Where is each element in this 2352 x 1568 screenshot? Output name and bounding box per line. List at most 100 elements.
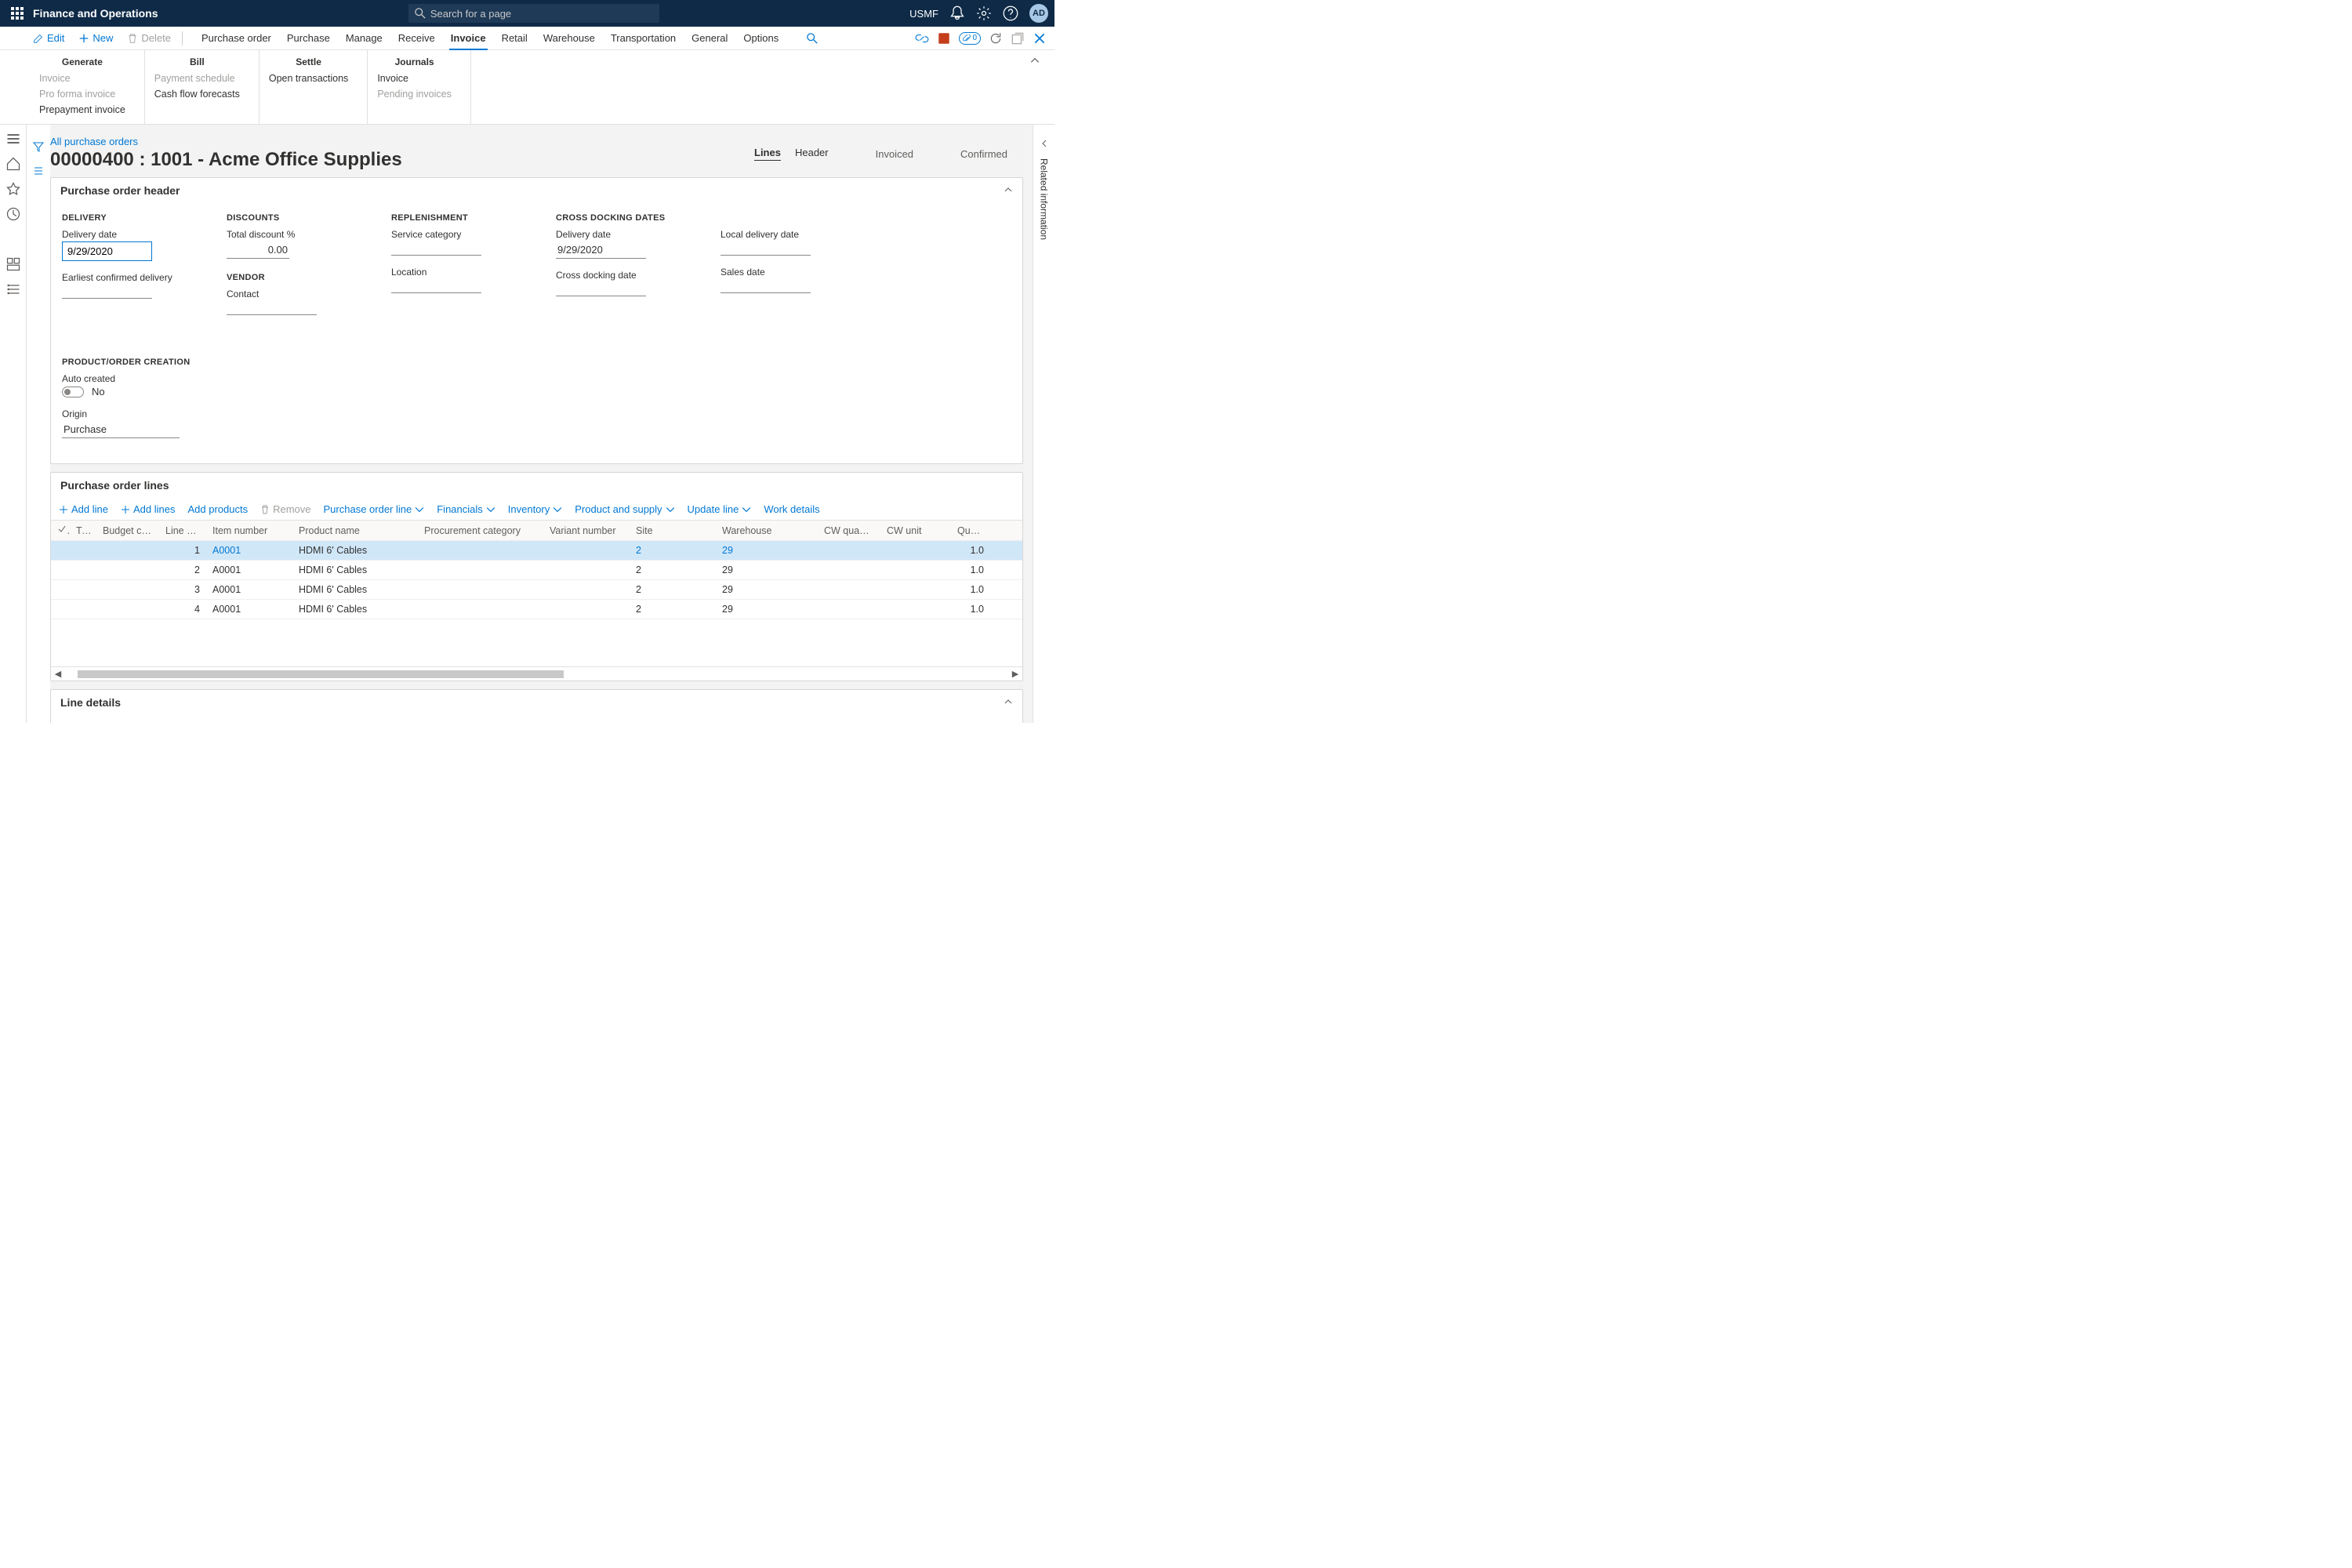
detail-tab-fixed-assets[interactable]: Fixed assets xyxy=(786,720,843,723)
ribbon-item-open-transactions[interactable]: Open transactions xyxy=(269,71,348,86)
breadcrumb-link[interactable]: All purchase orders xyxy=(50,136,1023,147)
auto-created-toggle[interactable] xyxy=(62,387,84,397)
detail-tab-general[interactable]: General xyxy=(62,720,98,723)
po-line-menu[interactable]: Purchase order line xyxy=(324,503,425,515)
filter-icon[interactable] xyxy=(32,140,45,155)
po-lines-toggle[interactable]: Purchase order lines xyxy=(51,473,1022,499)
detail-tab-1099[interactable]: 1099 xyxy=(863,720,886,723)
detail-tab-financial-dimensions[interactable]: Financial dimensions xyxy=(906,720,1001,723)
notifications-icon[interactable] xyxy=(949,5,965,21)
update-line-menu[interactable]: Update line xyxy=(688,503,752,515)
origin-value[interactable]: Purchase xyxy=(62,421,180,438)
detail-tab-variants[interactable]: Variants xyxy=(648,720,684,723)
contact-value[interactable] xyxy=(227,301,317,315)
detail-tab-price-and-discount[interactable]: Price and discount xyxy=(390,720,474,723)
detail-tab-product-packages[interactable]: Product packages xyxy=(546,720,627,723)
service-category-value[interactable] xyxy=(391,241,481,256)
earliest-confirmed-value[interactable] xyxy=(62,285,152,299)
delivery-date-input[interactable] xyxy=(62,241,152,261)
detail-tab-picking[interactable]: Picking xyxy=(336,720,369,723)
action-tab-warehouse[interactable]: Warehouse xyxy=(535,27,603,49)
new-button[interactable]: New xyxy=(75,31,116,45)
hamburger-icon[interactable] xyxy=(5,131,21,147)
action-tab-purchase[interactable]: Purchase xyxy=(279,27,338,49)
sales-date-value[interactable] xyxy=(720,279,811,293)
col-line-number[interactable]: Line number xyxy=(159,521,206,540)
work-details-button[interactable]: Work details xyxy=(764,503,819,515)
col-site[interactable]: Site xyxy=(630,521,716,540)
company-code[interactable]: USMF xyxy=(909,8,938,20)
cd-date-value[interactable] xyxy=(556,282,646,296)
col-cw-qty[interactable]: CW quantity xyxy=(818,521,880,540)
detail-tab-product[interactable]: Product xyxy=(223,720,259,723)
modules-icon[interactable] xyxy=(5,281,21,297)
col-variant[interactable]: Variant number xyxy=(543,521,630,540)
edit-button[interactable]: Edit xyxy=(30,31,67,45)
col-product-name[interactable]: Product name xyxy=(292,521,418,540)
action-tab-options[interactable]: Options xyxy=(735,27,786,49)
grid-row[interactable]: 1A0001HDMI 6' Cables2291.0 xyxy=(51,541,1022,561)
view-tab-lines[interactable]: Lines xyxy=(754,147,781,161)
total-discount-value[interactable]: 0.00 xyxy=(227,241,289,259)
ribbon-collapse-icon[interactable] xyxy=(1026,53,1044,67)
home-icon[interactable] xyxy=(5,156,21,172)
financials-menu[interactable]: Financials xyxy=(437,503,495,515)
help-icon[interactable] xyxy=(1003,5,1018,21)
col-item-number[interactable]: Item number xyxy=(206,521,292,540)
global-search[interactable]: Search for a page xyxy=(408,4,659,23)
action-tab-manage[interactable]: Manage xyxy=(338,27,390,49)
ribbon-item-prepayment-invoice[interactable]: Prepayment invoice xyxy=(39,102,125,118)
grid-row[interactable]: 2A0001HDMI 6' Cables2291.0 xyxy=(51,561,1022,580)
local-delivery-value[interactable] xyxy=(720,241,811,256)
col-warehouse[interactable]: Warehouse xyxy=(716,521,818,540)
grid-row[interactable]: 4A0001HDMI 6' Cables2291.0 xyxy=(51,600,1022,619)
user-avatar[interactable]: AD xyxy=(1029,4,1048,23)
close-icon[interactable] xyxy=(1033,31,1047,45)
po-header-toggle[interactable]: Purchase order header xyxy=(51,178,1022,204)
action-tab-general[interactable]: General xyxy=(684,27,735,49)
view-tab-header[interactable]: Header xyxy=(795,147,829,161)
add-line-button[interactable]: Add line xyxy=(59,503,108,515)
action-tab-receive[interactable]: Receive xyxy=(390,27,443,49)
horizontal-scrollbar[interactable]: ◀ ▶ xyxy=(51,666,1022,681)
grid-row[interactable]: 3A0001HDMI 6' Cables2291.0 xyxy=(51,580,1022,600)
popout-icon[interactable] xyxy=(1011,31,1025,45)
inventory-menu[interactable]: Inventory xyxy=(508,503,562,515)
expand-right-icon[interactable] xyxy=(1040,139,1049,151)
detail-tab-foreign-trade[interactable]: Foreign trade xyxy=(705,720,765,723)
detail-tab-project[interactable]: Project xyxy=(494,720,525,723)
detail-tab-setup[interactable]: Setup xyxy=(118,720,145,723)
related-info-label[interactable]: Related information xyxy=(1039,158,1050,240)
settings-icon[interactable] xyxy=(976,5,992,21)
detail-tab-address[interactable]: Address xyxy=(165,720,203,723)
col-proc-category[interactable]: Procurement category xyxy=(418,521,543,540)
add-lines-button[interactable]: Add lines xyxy=(121,503,175,515)
refresh-icon[interactable] xyxy=(989,31,1003,45)
action-tab-invoice[interactable]: Invoice xyxy=(443,27,494,49)
workspace-icon[interactable] xyxy=(5,256,21,272)
link-icon[interactable] xyxy=(915,31,929,45)
product-supply-menu[interactable]: Product and supply xyxy=(575,503,674,515)
ribbon-item-cash-flow-forecasts[interactable]: Cash flow forecasts xyxy=(154,86,240,102)
recent-icon[interactable] xyxy=(5,206,21,222)
office-icon[interactable] xyxy=(937,31,951,45)
location-value[interactable] xyxy=(391,279,481,293)
action-tab-retail[interactable]: Retail xyxy=(494,27,535,49)
cd-delivery-date-value[interactable]: 9/29/2020 xyxy=(556,241,646,259)
list-view-icon[interactable] xyxy=(32,165,45,180)
action-tab-transportation[interactable]: Transportation xyxy=(603,27,684,49)
favorites-icon[interactable] xyxy=(5,181,21,197)
col-cw-unit[interactable]: CW unit xyxy=(880,521,951,540)
col-select[interactable] xyxy=(51,521,70,540)
col-typ[interactable]: Typ xyxy=(70,521,96,540)
col-budget[interactable]: Budget chec... xyxy=(96,521,159,540)
secondary-search-icon[interactable] xyxy=(804,31,821,45)
col-quantity[interactable]: Quanti xyxy=(951,521,990,540)
detail-tab-delivery[interactable]: Delivery xyxy=(279,720,316,723)
add-products-button[interactable]: Add products xyxy=(187,503,248,515)
ribbon-item-invoice[interactable]: Invoice xyxy=(377,71,452,86)
app-launcher-icon[interactable] xyxy=(6,2,28,24)
line-details-toggle[interactable]: Line details xyxy=(51,690,1022,716)
action-tab-purchase-order[interactable]: Purchase order xyxy=(194,27,279,49)
attachment-badge[interactable]: 0 xyxy=(959,32,981,45)
